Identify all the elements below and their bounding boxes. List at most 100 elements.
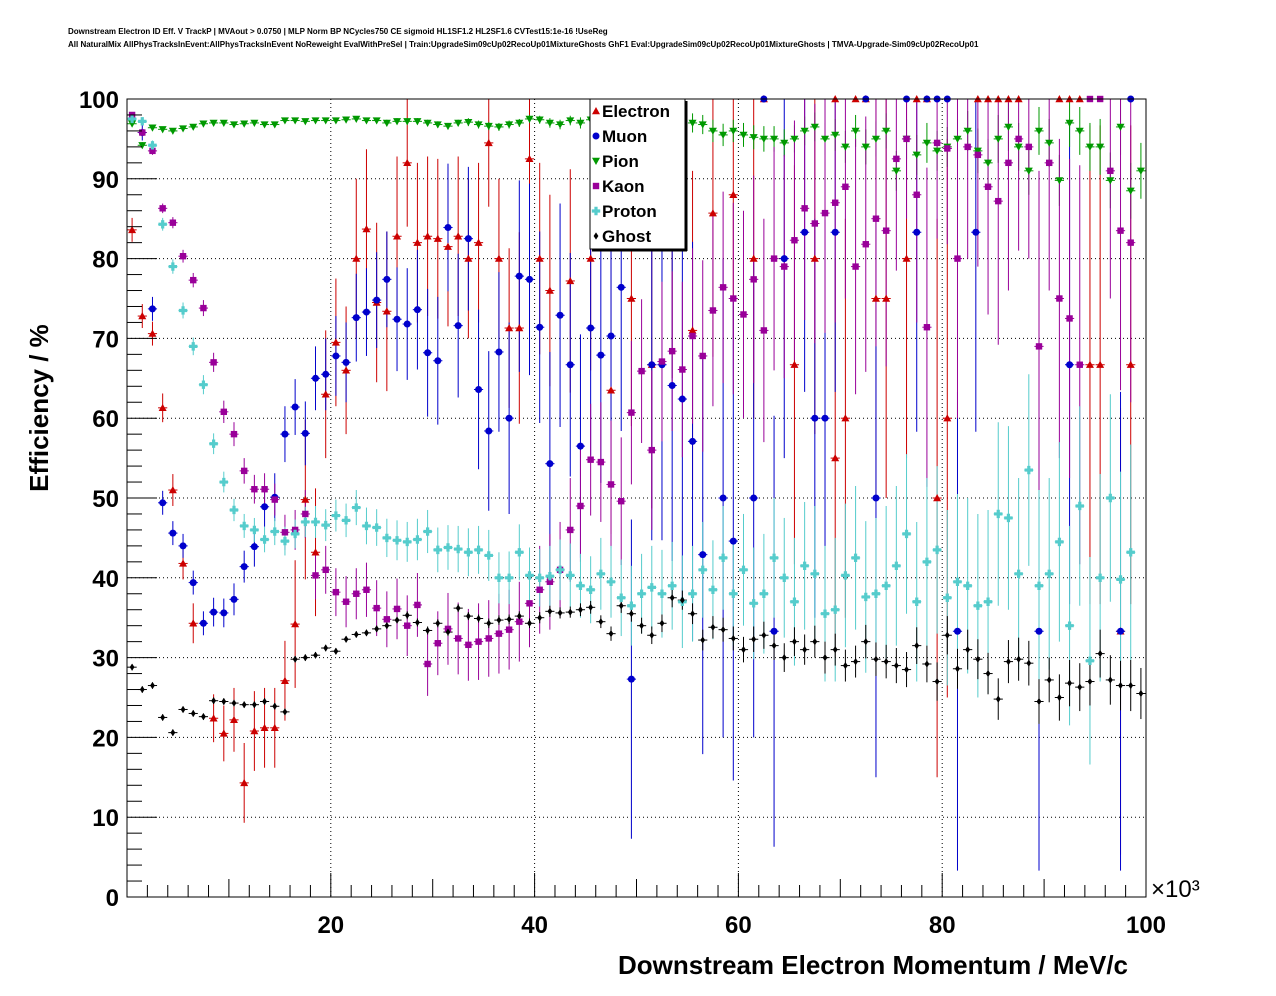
- y-tick-label: 70: [92, 326, 119, 353]
- data-point-electron: [545, 286, 554, 294]
- data-point-kaon: [832, 199, 839, 206]
- data-point-proton: [352, 503, 361, 512]
- data-point-muon: [729, 537, 737, 545]
- data-point-kaon: [302, 510, 309, 518]
- data-point-pion: [331, 117, 340, 125]
- data-point-pion: [148, 124, 157, 132]
- legend-label-electron: Electron: [602, 102, 670, 121]
- data-point-proton: [831, 605, 840, 614]
- data-point-ghost: [567, 608, 573, 616]
- data-point-ghost: [690, 610, 695, 618]
- data-point-kaon: [230, 430, 238, 438]
- data-point-proton: [474, 545, 483, 555]
- data-point-pion: [1035, 127, 1044, 135]
- data-point-kaon: [1035, 343, 1043, 350]
- data-point-muon: [199, 619, 207, 627]
- data-point-ghost: [781, 654, 787, 662]
- legend-entry-proton: Proton: [591, 202, 657, 221]
- data-point-electron: [168, 486, 177, 494]
- data-point-kaon: [791, 237, 798, 244]
- data-point-kaon: [913, 191, 920, 198]
- data-point-ghost: [853, 657, 858, 666]
- data-point-electron: [443, 242, 452, 250]
- legend-entry-kaon: Kaon: [592, 177, 645, 196]
- data-point-muon: [230, 595, 238, 603]
- data-point-kaon: [353, 590, 360, 597]
- data-point-proton: [647, 583, 656, 592]
- data-point-ghost: [547, 607, 553, 615]
- data-point-ghost: [669, 594, 675, 602]
- legend-marker-pion: [592, 157, 600, 165]
- data-point-kaon: [638, 367, 645, 375]
- data-point-proton: [331, 511, 341, 520]
- data-point-muon: [1035, 627, 1043, 635]
- data-point-pion: [443, 122, 452, 131]
- data-point-ghost: [598, 618, 604, 626]
- plot-title-line-1: Downstream Electron ID Eff. V TrackP | M…: [68, 27, 608, 36]
- data-point-proton: [555, 565, 565, 575]
- data-point-pion: [311, 117, 320, 125]
- data-point-muon: [607, 332, 615, 340]
- legend-marker-electron: [592, 107, 600, 115]
- data-point-kaon: [363, 586, 370, 593]
- data-point-proton: [229, 505, 239, 515]
- data-point-kaon: [159, 205, 166, 212]
- data-point-muon: [352, 314, 360, 322]
- data-point-muon: [1066, 361, 1074, 369]
- data-point-ghost: [353, 630, 359, 639]
- data-point-proton: [127, 114, 137, 124]
- data-point-ghost: [313, 651, 318, 659]
- data-point-kaon: [760, 327, 768, 334]
- data-point-muon: [413, 306, 421, 314]
- data-point-proton: [922, 557, 932, 567]
- data-point-proton: [932, 545, 942, 555]
- series-proton: [127, 114, 1135, 665]
- data-point-ghost: [476, 614, 481, 623]
- data-point-kaon: [567, 526, 574, 534]
- data-point-kaon: [862, 241, 869, 248]
- data-point-proton: [311, 517, 320, 527]
- data-point-ghost: [486, 619, 492, 627]
- data-point-ghost: [832, 646, 838, 654]
- data-point-ghost: [465, 612, 471, 620]
- data-point-kaon: [903, 135, 910, 143]
- data-point-proton: [545, 572, 555, 581]
- data-point-pion: [1136, 167, 1145, 175]
- y-tick-label: 0: [106, 885, 119, 912]
- data-point-ghost: [415, 618, 420, 627]
- data-point-muon: [169, 529, 177, 537]
- data-point-kaon: [312, 572, 319, 579]
- data-point-proton: [973, 601, 983, 610]
- data-point-electron: [138, 312, 147, 320]
- data-point-pion: [831, 131, 840, 139]
- y-tick-label: 90: [92, 167, 119, 194]
- data-point-proton: [535, 573, 544, 582]
- data-point-proton: [667, 581, 677, 590]
- data-point-proton: [749, 599, 758, 608]
- data-point-ghost: [496, 616, 502, 624]
- data-point-pion: [128, 120, 137, 128]
- data-point-pion: [841, 143, 850, 151]
- data-point-electron: [179, 559, 188, 567]
- data-point-kaon: [332, 588, 340, 596]
- data-point-pion: [556, 121, 565, 129]
- data-point-pion: [1014, 143, 1023, 151]
- data-point-muon: [546, 460, 554, 468]
- y-tick-label: 50: [92, 486, 119, 513]
- data-point-ghost: [251, 701, 257, 709]
- data-point-ghost: [364, 629, 369, 637]
- data-point-muon: [434, 357, 442, 365]
- legend-marker-kaon: [592, 182, 600, 190]
- data-point-ghost: [792, 638, 797, 646]
- data-point-proton: [902, 529, 911, 539]
- data-point-muon: [576, 442, 584, 450]
- data-point-kaon: [526, 600, 533, 607]
- data-point-proton: [494, 573, 504, 582]
- data-point-pion: [810, 123, 819, 131]
- data-point-pion: [566, 117, 575, 125]
- y-tick-label: 10: [92, 805, 119, 832]
- data-point-kaon: [1066, 315, 1073, 322]
- data-point-proton: [810, 569, 820, 579]
- data-point-pion: [362, 117, 371, 125]
- data-point-kaon: [740, 311, 747, 318]
